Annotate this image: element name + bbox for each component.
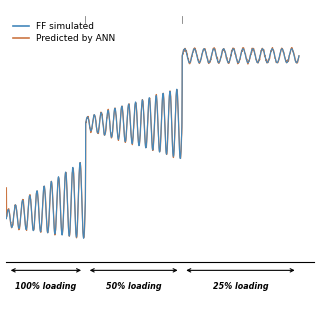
Predicted by ANN — [68, 234, 71, 237]
Text: 25% loading: 25% loading — [213, 282, 268, 291]
Line: FF simulated: FF simulated — [6, 49, 299, 238]
Text: 50% loading: 50% loading — [106, 282, 162, 291]
FF simulated — [82, 236, 85, 240]
Line: Predicted by ANN: Predicted by ANN — [6, 48, 299, 238]
Predicted by ANN — [113, 108, 116, 112]
Predicted by ANN — [4, 186, 8, 190]
Predicted by ANN — [43, 192, 47, 196]
Predicted by ANN — [265, 60, 269, 64]
FF simulated — [43, 194, 47, 197]
FF simulated — [266, 61, 269, 65]
Text: 100% loading: 100% loading — [15, 282, 76, 291]
Predicted by ANN — [271, 46, 275, 50]
FF simulated — [54, 225, 58, 229]
FF simulated — [4, 217, 8, 220]
FF simulated — [68, 233, 71, 237]
Legend: FF simulated, Predicted by ANN: FF simulated, Predicted by ANN — [11, 20, 117, 45]
FF simulated — [194, 50, 198, 53]
Predicted by ANN — [297, 54, 301, 58]
Predicted by ANN — [194, 48, 197, 52]
Predicted by ANN — [54, 228, 58, 232]
FF simulated — [297, 54, 301, 58]
FF simulated — [193, 47, 196, 51]
FF simulated — [113, 108, 116, 112]
Predicted by ANN — [75, 236, 78, 240]
